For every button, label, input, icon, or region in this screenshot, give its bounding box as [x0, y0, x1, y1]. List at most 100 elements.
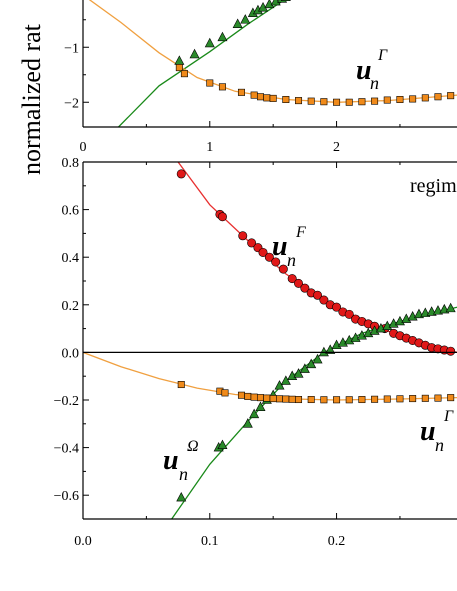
- top-panel: 0 1 2 −1 −2 u n Γ: [64, 0, 457, 155]
- top-triangle-point: [264, 0, 275, 9]
- bottom-square-point: [383, 395, 391, 403]
- top-square-point: [333, 98, 341, 106]
- top-annotation-u-gamma-sup: Γ: [377, 47, 388, 64]
- top-square-point: [218, 83, 226, 91]
- top-triangle-point: [189, 48, 200, 59]
- bottom-circle-point: [278, 264, 288, 274]
- bottom-triangle-point: [293, 368, 304, 378]
- bottom-y-tick-label: −0.2: [54, 394, 79, 409]
- top-square-point: [434, 93, 442, 101]
- annotation-u-F-sup: F: [295, 224, 306, 241]
- regime-label: regim: [410, 175, 457, 197]
- top-fit-line-square: [88, 0, 457, 103]
- bottom-x-tick-label: 0.0: [74, 534, 92, 549]
- bottom-circle-point: [300, 283, 310, 293]
- top-y-tick-label: −1: [64, 41, 79, 56]
- annotation-u-gamma: u: [420, 416, 436, 447]
- bottom-circle-point: [287, 274, 297, 284]
- top-square-point: [175, 64, 183, 72]
- bottom-triangle-point: [242, 418, 253, 428]
- bottom-square-point: [307, 396, 315, 404]
- bottom-circle-point: [332, 302, 342, 312]
- top-x-tick-label: 0: [80, 140, 87, 155]
- bottom-panel: 0.0 0.1 0.2 0.8 0.6 0.4 0.2 0.0 −0.2 −0.4 −0.6 reg…: [54, 156, 457, 549]
- top-square-point: [206, 79, 214, 87]
- bottom-circle-point: [344, 309, 354, 319]
- top-square-point: [282, 96, 290, 104]
- top-square-point: [263, 94, 271, 102]
- bottom-triangle-point: [176, 491, 187, 502]
- bottom-square-point: [237, 391, 245, 399]
- top-square-point: [421, 94, 429, 102]
- bottom-triangle-point: [445, 302, 456, 313]
- bottom-square-point: [269, 395, 277, 403]
- top-y-tick-label: −2: [64, 96, 79, 111]
- top-square-point: [320, 98, 328, 106]
- bottom-circle-point: [264, 252, 274, 262]
- top-triangle-point: [232, 18, 243, 28]
- top-square-point: [250, 91, 258, 99]
- bottom-square-point: [434, 394, 442, 402]
- bottom-y-tick-label: 0.8: [62, 156, 80, 171]
- annotation-u-F: u: [272, 231, 288, 262]
- bottom-triangle-point: [255, 401, 266, 411]
- bottom-circle-point: [217, 212, 227, 222]
- bottom-circle-point: [258, 247, 268, 257]
- bottom-square-point: [333, 396, 341, 404]
- top-triangle-point: [204, 37, 215, 48]
- top-square-point: [269, 94, 277, 102]
- annotation-u-omega: u: [163, 445, 179, 476]
- bottom-square-point: [288, 395, 296, 403]
- bottom-square-point: [396, 395, 404, 403]
- annotation-u-gamma-sub: n: [435, 435, 444, 455]
- bottom-circle-point: [238, 231, 248, 241]
- bottom-y-tick-label: −0.4: [54, 442, 79, 457]
- bottom-square-point: [409, 395, 417, 403]
- annotation-u-F-sub: n: [287, 250, 296, 270]
- bottom-circle-point: [176, 169, 186, 179]
- top-triangle-point: [240, 14, 251, 24]
- top-square-point: [307, 97, 315, 105]
- shared-ylabel: normalized rat: [17, 23, 46, 175]
- bottom-triangle-point: [217, 439, 228, 450]
- bottom-triangle-point: [299, 363, 310, 373]
- bottom-circle-point: [313, 290, 323, 300]
- top-triangle-point: [174, 55, 185, 65]
- top-triangle-point: [280, 0, 291, 1]
- bottom-square-point: [250, 393, 258, 401]
- bottom-y-tick-label: 0.4: [62, 251, 80, 266]
- bottom-triangle-point: [274, 380, 285, 390]
- bottom-circle-point: [446, 346, 456, 356]
- bottom-y-tick-label: 0.0: [62, 346, 80, 361]
- bottom-y-tick-label: −0.6: [54, 489, 79, 504]
- bottom-x-tick-label: 0.1: [201, 534, 219, 549]
- top-annotation-u-gamma-sub: n: [370, 73, 379, 93]
- top-annotation-u-gamma: u: [356, 55, 372, 86]
- top-square-point: [180, 70, 188, 78]
- bottom-y-tick-label: 0.2: [62, 299, 80, 314]
- bottom-triangle-point: [280, 375, 291, 385]
- bottom-square-point: [320, 396, 328, 404]
- bottom-fit-line-square: [83, 351, 457, 401]
- bottom-triangle-point: [325, 344, 336, 354]
- bottom-circle-point: [319, 295, 329, 305]
- top-square-point: [447, 92, 455, 100]
- bottom-y-tick-label: 0.6: [62, 204, 80, 219]
- top-fit-line-triangle: [118, 0, 286, 127]
- bottom-square-point: [421, 394, 429, 402]
- top-square-point: [409, 95, 417, 103]
- top-square-point: [383, 96, 391, 104]
- bottom-triangle-point: [306, 358, 317, 369]
- bottom-x-tick-label: 0.2: [328, 534, 346, 549]
- annotation-u-omega-sub: n: [179, 464, 188, 484]
- annotation-u-gamma-sup: Γ: [443, 408, 454, 425]
- top-square-point: [256, 93, 264, 101]
- bottom-square-point: [221, 389, 229, 397]
- top-square-point: [396, 96, 404, 104]
- bottom-square-point: [177, 381, 185, 389]
- top-x-tick-label: 2: [333, 140, 340, 155]
- top-square-point: [295, 97, 303, 105]
- bottom-square-point: [276, 395, 284, 403]
- top-square-point: [371, 97, 379, 105]
- bottom-triangle-point: [249, 408, 260, 419]
